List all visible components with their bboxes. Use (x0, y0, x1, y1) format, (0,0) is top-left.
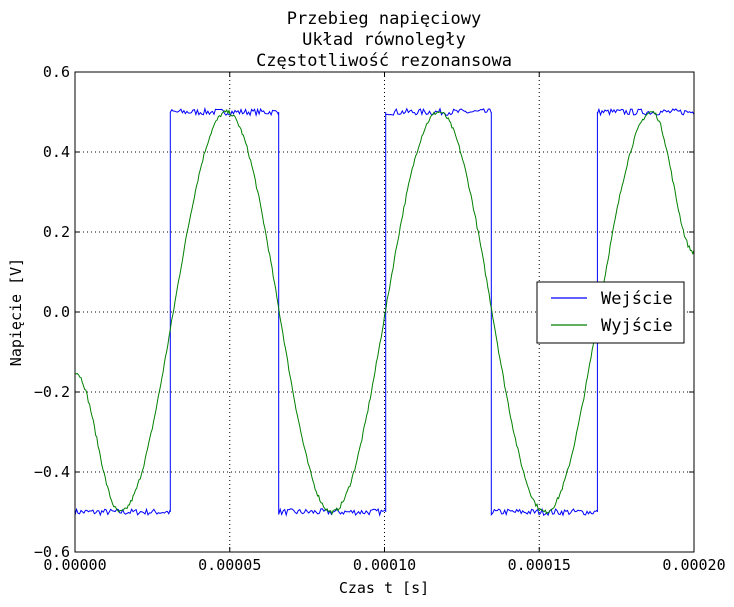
series-line-wejscie (74, 106, 695, 517)
y-tick-label: 0.0 (43, 303, 70, 321)
x-tick-label: 0.00015 (508, 556, 571, 574)
y-tick-label: 0.2 (43, 223, 70, 241)
x-tick-label: 0.00020 (662, 556, 725, 574)
y-tick-label: −0.4 (34, 463, 70, 481)
series-group (74, 106, 695, 517)
legend-box (536, 281, 685, 344)
x-axis-label: Czas t [s] (339, 579, 429, 597)
ticks: 0.00000 0.00005 0.00010 0.00015 0.00020 −0.6 −… (34, 63, 726, 574)
y-tick-label: −0.2 (34, 383, 70, 401)
chart-title-line-2: Układ równoległy (302, 30, 466, 50)
y-tick-label: 0.4 (43, 143, 70, 161)
legend-label-wejscie: Wejście (601, 289, 673, 309)
x-tick-label: 0.00000 (43, 556, 106, 574)
x-tick-label: 0.00005 (198, 556, 261, 574)
chart-title-line-3: Częstotliwość rezonansowa (256, 51, 512, 71)
chart-title-line-1: Przebieg napięciowy (287, 9, 481, 29)
y-axis-label: Napięcie [V] (7, 258, 25, 366)
legend: Wejście Wyjście (536, 281, 685, 344)
series-line-wyjscie (74, 108, 695, 516)
y-tick-label: 0.6 (43, 63, 70, 81)
legend-label-wyjscie: Wyjście (601, 316, 673, 336)
x-tick-label: 0.00010 (353, 556, 416, 574)
y-tick-label: −0.6 (34, 543, 70, 561)
